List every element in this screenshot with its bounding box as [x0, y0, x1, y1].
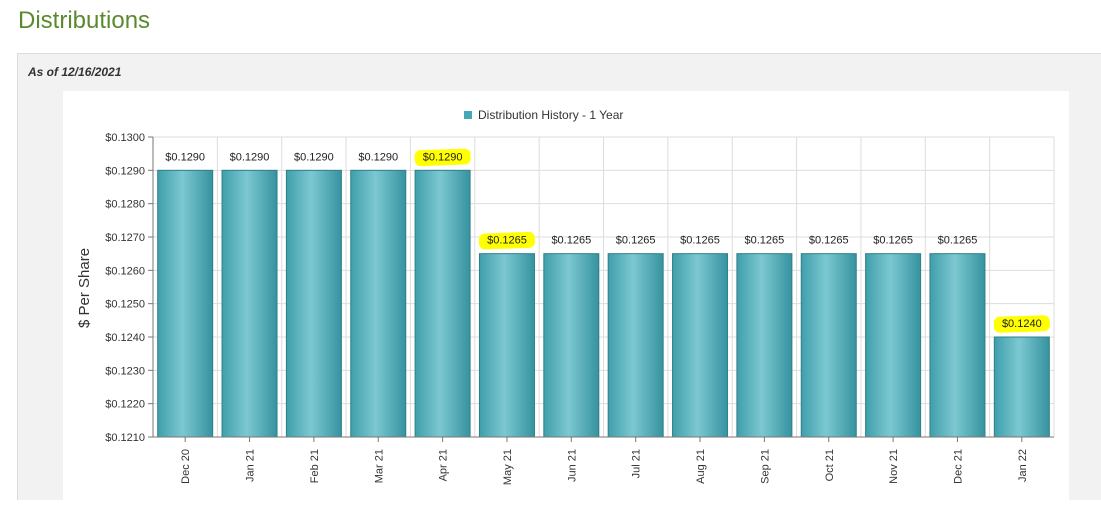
- x-tick-label: Dec 21: [952, 449, 964, 484]
- data-label-highlight: [414, 148, 471, 167]
- data-label: $0.1290: [358, 151, 398, 163]
- data-label: $0.1265: [938, 235, 978, 247]
- data-label: $0.1265: [616, 235, 656, 247]
- x-tick-label: Apr 21: [438, 449, 450, 481]
- data-label-highlight: [993, 315, 1050, 333]
- y-tick-label: $0.1250: [105, 299, 145, 311]
- data-label: $0.1265: [809, 235, 849, 247]
- bar: [672, 253, 729, 438]
- y-tick-label: $0.1300: [105, 132, 145, 144]
- data-label: $0.1240: [1002, 318, 1042, 330]
- bar: [607, 253, 664, 438]
- bar: [800, 253, 857, 438]
- data-label-highlight: [478, 231, 536, 250]
- x-tick-label: Jul 21: [631, 449, 643, 478]
- bar: [221, 169, 278, 438]
- data-label: $0.1290: [423, 151, 463, 163]
- legend-label: Distribution History - 1 Year: [478, 108, 623, 122]
- x-tick-label: Jan 21: [245, 449, 257, 482]
- y-tick-label: $0.1240: [105, 332, 145, 344]
- bar: [350, 169, 407, 438]
- data-label: $0.1265: [873, 235, 913, 247]
- data-label: $0.1290: [230, 151, 270, 163]
- bar: [414, 169, 471, 438]
- y-tick-label: $0.1210: [105, 432, 145, 444]
- x-tick-label: Jun 21: [566, 449, 578, 482]
- chart-container: $0.1290 $0.1290 $0.1290 $0.1290 $0.1290 $0.12…: [63, 91, 1069, 501]
- bar: [929, 253, 986, 438]
- x-tick-label: Nov 21: [888, 449, 900, 484]
- y-tick-label: $0.1270: [105, 232, 145, 244]
- y-tick-label: $0.1280: [105, 199, 145, 211]
- x-tick-label: Mar 21: [373, 449, 385, 483]
- bar: [736, 253, 793, 438]
- y-tick-label: $0.1220: [105, 399, 145, 411]
- data-label: $0.1265: [680, 235, 720, 247]
- y-tick-label: $0.1290: [105, 165, 145, 177]
- data-label: $0.1265: [745, 235, 785, 247]
- bar: [543, 253, 600, 438]
- bar: [993, 336, 1050, 438]
- data-labels: $0.1290 $0.1290 $0.1290 $0.1290 $0.1290 $0.12…: [165, 151, 1041, 330]
- axes: $0.1300 $0.1290 $0.1280 $0.1270 $0.1260 $0.12…: [105, 132, 1054, 485]
- bar: [157, 169, 214, 438]
- label-highlights: [414, 148, 1050, 333]
- data-label: $0.1290: [294, 151, 334, 163]
- bar: [478, 253, 535, 438]
- x-tick-label: Dec 20: [180, 449, 192, 484]
- data-label: $0.1265: [551, 235, 591, 247]
- bars: [157, 169, 1050, 438]
- y-tick-label: $0.1230: [105, 365, 145, 377]
- distributions-panel: As of 12/16/2021 $0.1290 $0.1290 $0.1290 $0…: [17, 53, 1101, 501]
- data-label: $0.1290: [165, 151, 205, 163]
- y-tick-label: $0.1260: [105, 265, 145, 277]
- bar: [285, 169, 342, 438]
- x-tick-label: Oct 21: [824, 449, 836, 481]
- x-tick-label: Jan 22: [1017, 449, 1029, 482]
- x-tick-label: May 21: [502, 449, 514, 485]
- legend: Distribution History - 1 Year: [464, 108, 623, 122]
- as-of-date: As of 12/16/2021: [28, 65, 122, 79]
- legend-swatch: [464, 111, 472, 119]
- data-label: $0.1265: [487, 235, 527, 247]
- x-tick-label: Feb 21: [309, 449, 321, 483]
- x-tick-label: Aug 21: [695, 449, 707, 484]
- bar: [865, 253, 922, 438]
- x-tick-label: Sep 21: [759, 449, 771, 484]
- page-title: Distributions: [18, 7, 151, 34]
- y-axis-title: $ Per Share: [76, 248, 93, 328]
- distribution-chart: $0.1290 $0.1290 $0.1290 $0.1290 $0.1290 $0.12…: [76, 108, 1055, 485]
